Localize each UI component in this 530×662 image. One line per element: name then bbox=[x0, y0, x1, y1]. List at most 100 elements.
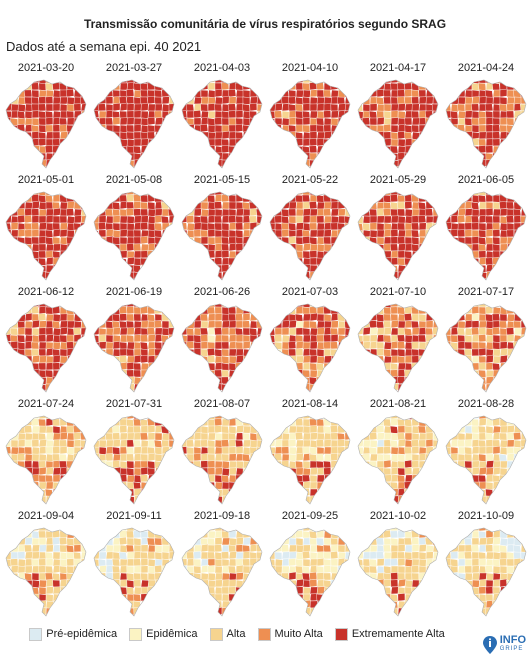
map-region bbox=[228, 124, 237, 133]
map-region bbox=[471, 222, 480, 231]
map-region bbox=[6, 304, 12, 308]
map-region bbox=[161, 131, 170, 140]
map-region bbox=[45, 89, 54, 99]
map-region bbox=[450, 474, 459, 483]
map-region bbox=[362, 376, 371, 385]
map-region bbox=[418, 558, 427, 567]
map-region bbox=[241, 495, 251, 504]
map-region bbox=[337, 383, 346, 392]
map-region bbox=[52, 159, 61, 168]
map-region bbox=[425, 130, 434, 140]
map-region bbox=[182, 586, 188, 596]
map-region bbox=[221, 579, 231, 588]
map-region bbox=[362, 131, 371, 141]
map-region bbox=[417, 586, 427, 595]
map-region bbox=[281, 439, 290, 448]
map-region bbox=[10, 221, 19, 231]
map-region bbox=[425, 593, 434, 602]
map-region bbox=[105, 544, 114, 553]
map-region bbox=[186, 416, 195, 421]
map-region bbox=[344, 145, 350, 154]
map-region bbox=[432, 304, 438, 308]
map-region bbox=[98, 313, 107, 322]
map-region bbox=[274, 488, 283, 497]
map-region bbox=[6, 530, 12, 540]
map-region bbox=[506, 453, 515, 462]
map-date-label: 2021-04-03 bbox=[193, 62, 251, 74]
map-region bbox=[485, 416, 494, 420]
map-region bbox=[182, 481, 188, 490]
map-region bbox=[337, 103, 347, 112]
map-region bbox=[207, 592, 216, 602]
map-region bbox=[31, 502, 40, 504]
map-region bbox=[323, 530, 332, 539]
map-region bbox=[200, 194, 209, 203]
map-region bbox=[316, 271, 325, 280]
map-region bbox=[270, 96, 276, 105]
map-region bbox=[154, 327, 163, 336]
map-region bbox=[73, 215, 82, 224]
map-region bbox=[485, 354, 494, 364]
map-region bbox=[193, 138, 203, 147]
map-region bbox=[52, 432, 62, 441]
map-region bbox=[59, 607, 68, 616]
map-region bbox=[140, 614, 149, 616]
map-region bbox=[337, 460, 346, 470]
map-region bbox=[344, 124, 350, 133]
map-region bbox=[6, 383, 12, 392]
map-region bbox=[66, 278, 75, 280]
map-region bbox=[344, 418, 350, 427]
map-region bbox=[513, 131, 522, 140]
map-region bbox=[235, 201, 244, 210]
map-region bbox=[228, 194, 237, 203]
map-region bbox=[200, 96, 210, 105]
map-region bbox=[17, 467, 27, 477]
map-region bbox=[376, 264, 385, 273]
map-region bbox=[270, 89, 276, 99]
map-region bbox=[182, 432, 188, 441]
map-region bbox=[52, 166, 61, 168]
map-region bbox=[411, 152, 420, 161]
map-region bbox=[256, 192, 262, 196]
map-region bbox=[112, 607, 121, 616]
map-region bbox=[506, 80, 515, 84]
map-region bbox=[520, 145, 526, 154]
map-region bbox=[446, 320, 453, 329]
map-region bbox=[446, 124, 452, 133]
map-region bbox=[383, 110, 392, 119]
map-region bbox=[193, 304, 202, 308]
map-region bbox=[309, 250, 318, 259]
map-region bbox=[193, 96, 203, 105]
map-region bbox=[6, 558, 12, 567]
map-date-label: 2021-10-02 bbox=[369, 510, 427, 522]
map-region bbox=[30, 600, 40, 609]
map-region bbox=[249, 572, 258, 581]
map-region bbox=[274, 145, 283, 154]
map-region bbox=[464, 208, 473, 217]
map-region bbox=[485, 243, 494, 252]
map-panel: 2021-05-29 bbox=[354, 174, 442, 284]
map-region bbox=[390, 250, 399, 259]
map-region bbox=[221, 208, 230, 217]
map-region bbox=[200, 488, 210, 498]
map-region bbox=[316, 551, 325, 560]
map-region bbox=[288, 474, 297, 483]
map-region bbox=[344, 257, 350, 266]
map-region bbox=[389, 425, 399, 434]
map-region bbox=[369, 117, 378, 126]
map-region bbox=[316, 502, 326, 504]
map-region bbox=[389, 593, 399, 602]
map-region bbox=[457, 432, 466, 441]
map-region bbox=[6, 159, 12, 168]
map-region bbox=[133, 606, 142, 616]
map-region bbox=[214, 355, 223, 364]
map-region bbox=[464, 432, 473, 441]
map-region bbox=[154, 277, 163, 280]
map-region bbox=[242, 572, 251, 582]
map-region bbox=[520, 362, 526, 371]
map-region bbox=[288, 369, 298, 378]
map-region bbox=[140, 466, 149, 476]
map-region bbox=[161, 264, 170, 273]
map-region bbox=[186, 192, 195, 196]
map-region bbox=[17, 158, 27, 168]
